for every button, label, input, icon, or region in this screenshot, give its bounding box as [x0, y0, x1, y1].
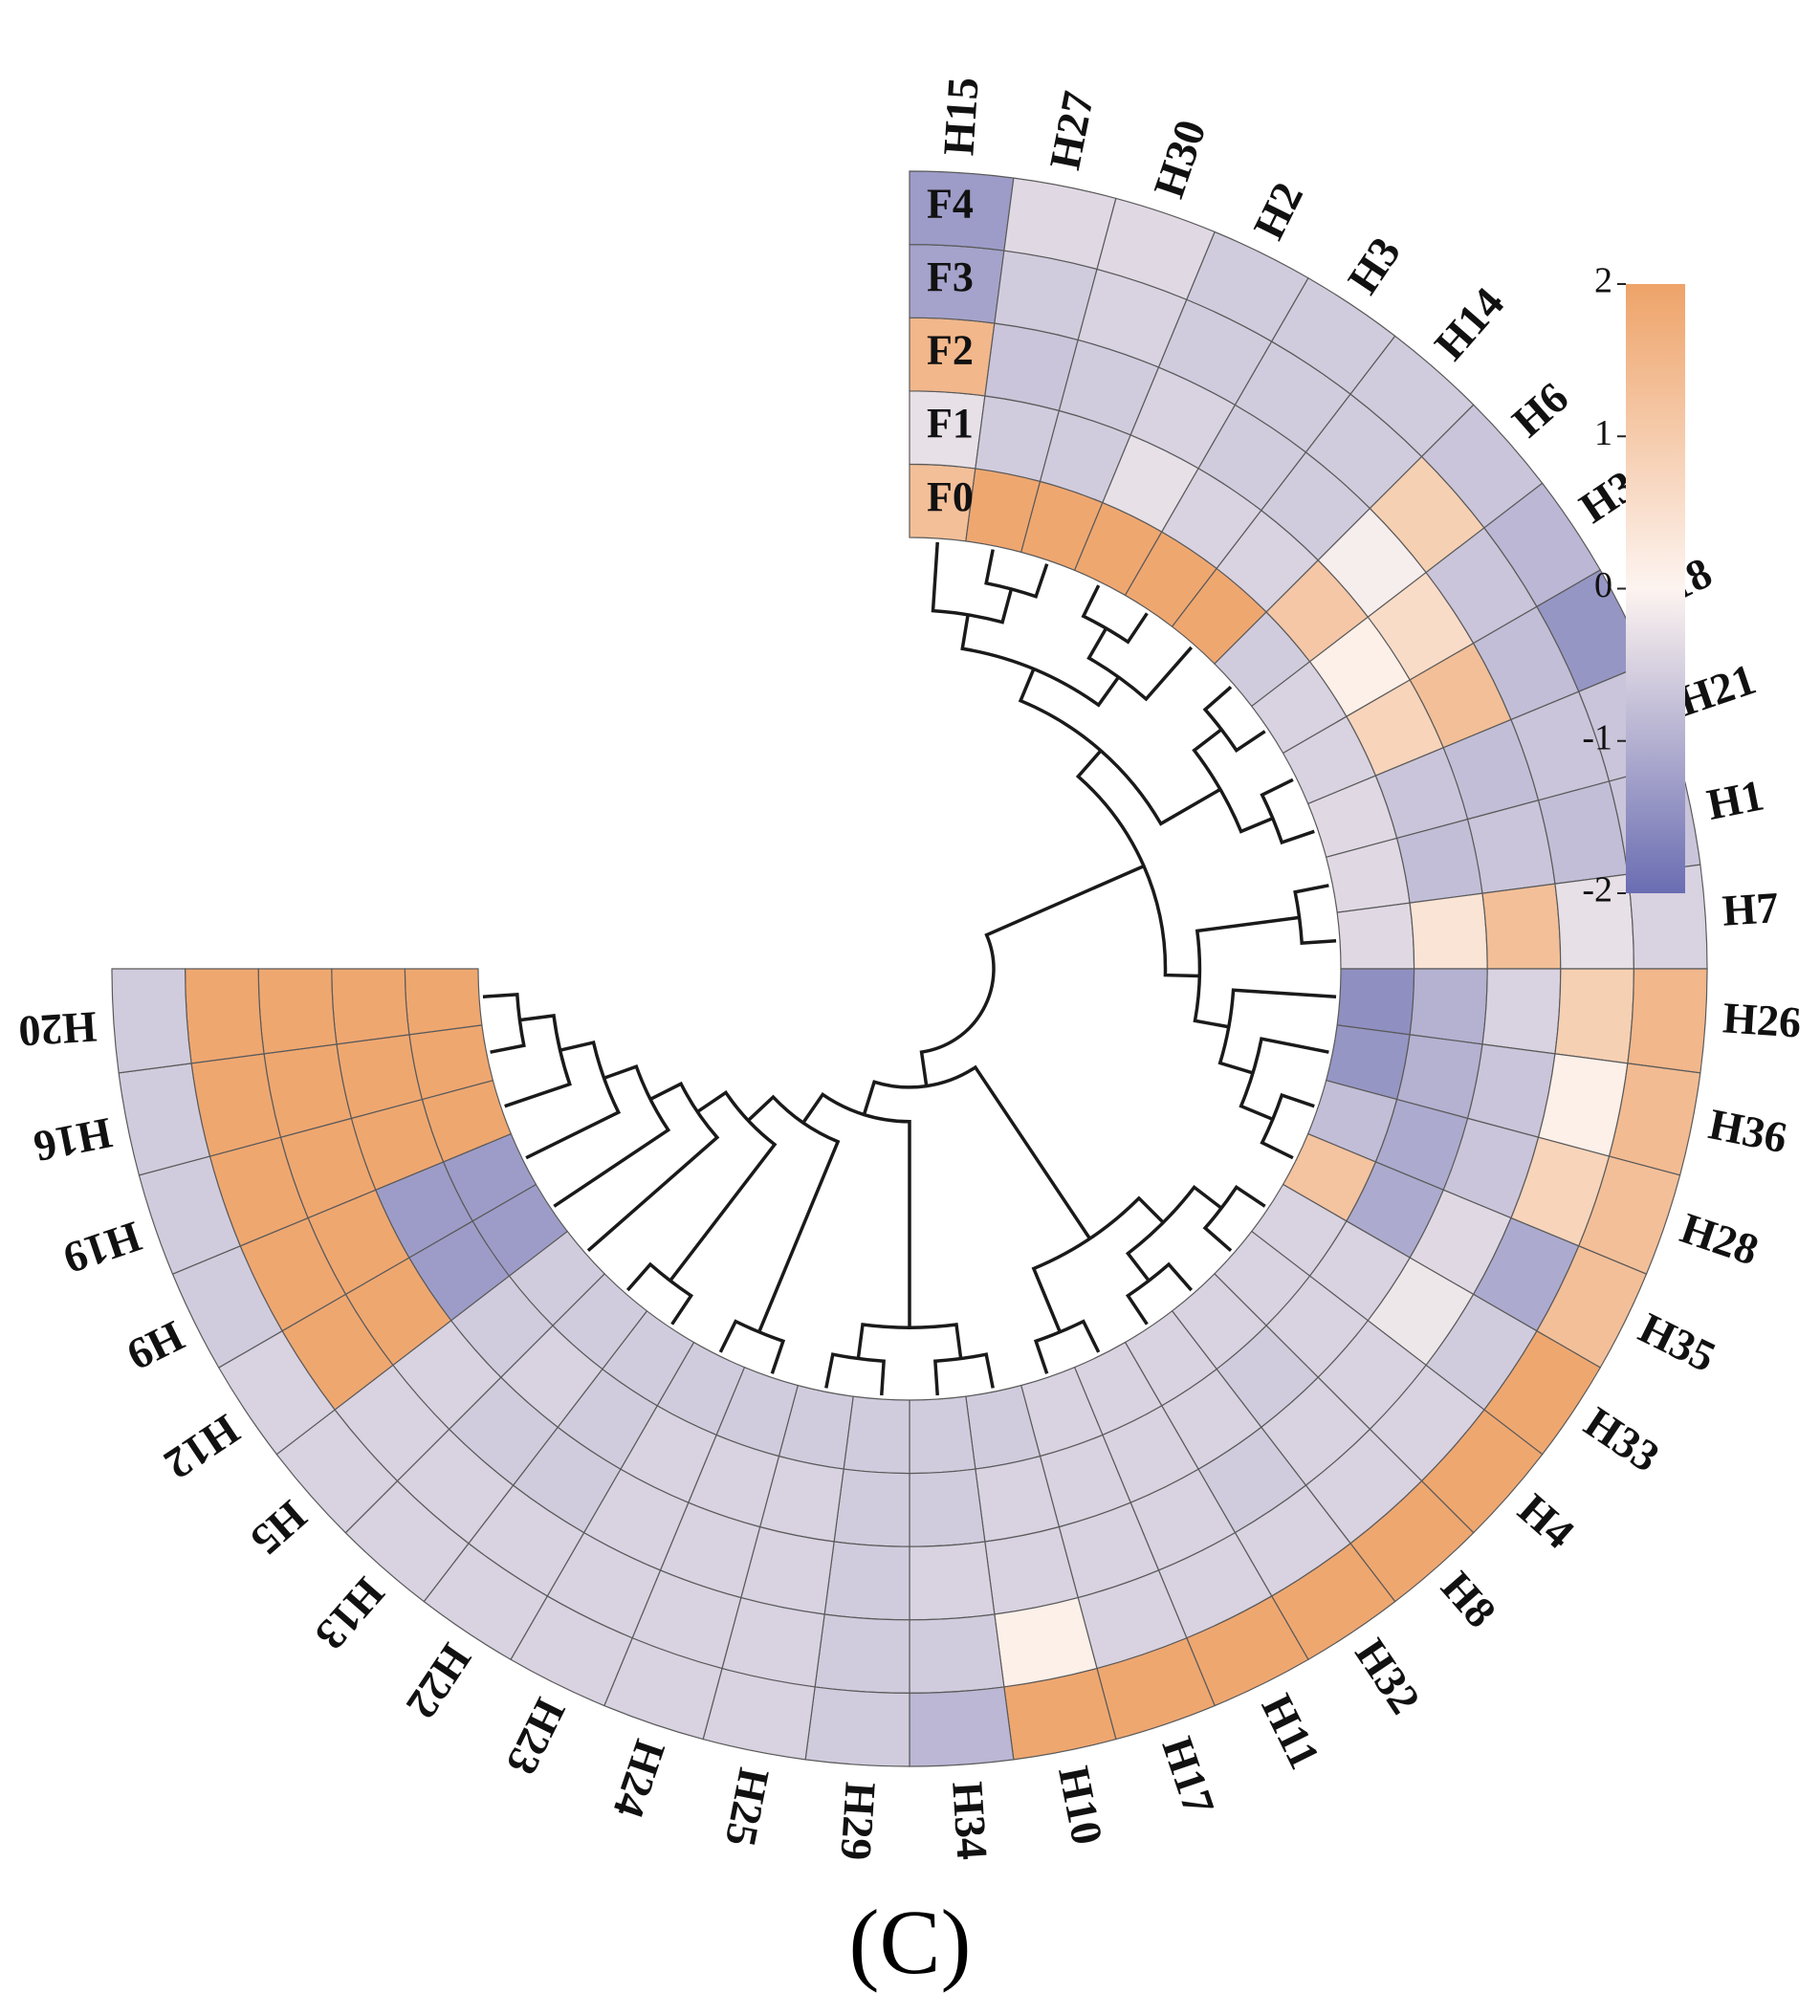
sector-label: H11 [1252, 1687, 1329, 1777]
sector-label: H28 [1675, 1203, 1765, 1275]
dendrogram-branch [1293, 884, 1337, 945]
heatmap-cell [909, 1686, 1015, 1767]
sector-label: H35 [1632, 1304, 1723, 1382]
heatmap-cell [909, 1468, 986, 1547]
sector-label: H5 [242, 1491, 317, 1565]
heatmap-cell [909, 1613, 1005, 1695]
dendrogram-branch [1075, 749, 1200, 978]
dendrogram-branch [1018, 668, 1221, 826]
heatmap-cell [1481, 968, 1562, 1055]
dendrogram-branch [586, 1081, 720, 1253]
sector-label: H7 [1721, 883, 1780, 935]
ring-label: F1 [927, 400, 974, 447]
dendrogram [482, 541, 1337, 1396]
colorbar: 2 1 0 -1 -2 [1582, 261, 1685, 910]
panel-label: (C) [848, 1891, 972, 1993]
heatmap-cell [1336, 968, 1415, 1036]
sector-label: H30 [1144, 114, 1216, 204]
sector-label: H9 [120, 1311, 191, 1380]
dendrogram-branch [856, 1323, 963, 1359]
dendrogram-branch [525, 1040, 622, 1160]
sector-label: H16 [30, 1108, 116, 1172]
heatmap-cell [1336, 902, 1415, 970]
heatmap-cell [331, 968, 410, 1045]
sector-label: H17 [1152, 1731, 1224, 1821]
sector-label: H25 [716, 1764, 779, 1851]
heatmap-cell [814, 1613, 910, 1695]
heatmap-cell [1627, 968, 1708, 1074]
ring-label: F2 [927, 327, 974, 374]
heatmap-cell [404, 968, 483, 1036]
sector-label: H19 [57, 1212, 147, 1283]
dendrogram-branch [504, 1014, 572, 1108]
sector-label: H21 [1672, 654, 1762, 726]
heatmap-cell [1554, 968, 1635, 1064]
heatmap-cell [804, 1686, 910, 1767]
dendrogram-branch [669, 1090, 778, 1282]
heatmap-cell [1481, 883, 1562, 970]
heatmap-cell [909, 1395, 976, 1475]
heatmap-cell [184, 968, 265, 1064]
sector-label: H10 [1049, 1763, 1112, 1849]
dendrogram-branch [1217, 988, 1337, 1075]
dendrogram-branch [1202, 1184, 1266, 1253]
dendrogram-branch [625, 1261, 694, 1326]
sector-label: H29 [831, 1781, 885, 1862]
sector-label: H26 [1721, 993, 1803, 1046]
dendrogram-branch [824, 1352, 886, 1396]
sector-label: H20 [17, 1002, 99, 1056]
dendrogram-branch [1239, 1037, 1329, 1121]
sector-label: H15 [933, 76, 987, 157]
dendrogram-branch [1125, 1261, 1194, 1326]
sector-label: H32 [1346, 1631, 1430, 1722]
sector-label: H1 [1703, 770, 1768, 828]
heatmap-cell [843, 1395, 910, 1475]
heatmap-cell [1409, 968, 1488, 1045]
sector-label: H27 [1040, 87, 1103, 173]
heatmap-cell [1409, 892, 1488, 970]
colorbar-tick-label: 1 [1594, 413, 1612, 453]
dendrogram-branch [801, 1092, 911, 1328]
sector-label: H33 [1576, 1397, 1668, 1481]
dendrogram-branch [1202, 685, 1266, 754]
sector-label: H6 [1502, 373, 1577, 447]
sector-label: H12 [156, 1405, 248, 1489]
heatmap-cells [111, 170, 1708, 1767]
heatmap-cell [909, 1541, 996, 1621]
heatmap-cell [257, 968, 338, 1055]
sector-label: H22 [397, 1635, 481, 1727]
dendrogram-branch [1086, 627, 1194, 702]
dendrogram-branch [933, 1352, 995, 1396]
ring-labels: F0 F1 F2 F3 F4 [927, 180, 974, 519]
sector-label: H4 [1509, 1484, 1584, 1558]
sector-label: H14 [1425, 278, 1513, 369]
sector-label: H2 [1244, 175, 1313, 247]
heatmap-cell [823, 1541, 910, 1621]
colorbar-tick-label: 0 [1594, 565, 1612, 605]
sector-label: H23 [497, 1691, 576, 1783]
colorbar-tick-label: -2 [1582, 870, 1612, 910]
sector-label: H13 [306, 1568, 394, 1659]
ring-label: F3 [927, 253, 974, 300]
dendrogram-branch [931, 541, 1014, 625]
sector-label: H36 [1705, 1099, 1791, 1162]
ring-label: F0 [927, 473, 974, 520]
ring-label: F4 [927, 180, 974, 227]
dendrogram-branch [919, 864, 1145, 1086]
heatmap-cell [833, 1468, 910, 1547]
sector-label: H3 [1338, 229, 1410, 302]
sector-label: H34 [943, 1780, 997, 1861]
colorbar-tick-label: 2 [1594, 261, 1612, 301]
sector-label: H8 [1432, 1562, 1505, 1636]
colorbar-tick-label: -1 [1582, 717, 1612, 757]
dendrogram-branch [1031, 1195, 1165, 1333]
heatmap-cell [111, 968, 192, 1074]
dendrogram-branch [862, 1064, 1091, 1240]
colorbar-gradient [1626, 284, 1685, 893]
dendrogram-branch [1193, 915, 1300, 1029]
sector-label: H24 [603, 1734, 675, 1824]
dendrogram-branch [482, 993, 526, 1054]
